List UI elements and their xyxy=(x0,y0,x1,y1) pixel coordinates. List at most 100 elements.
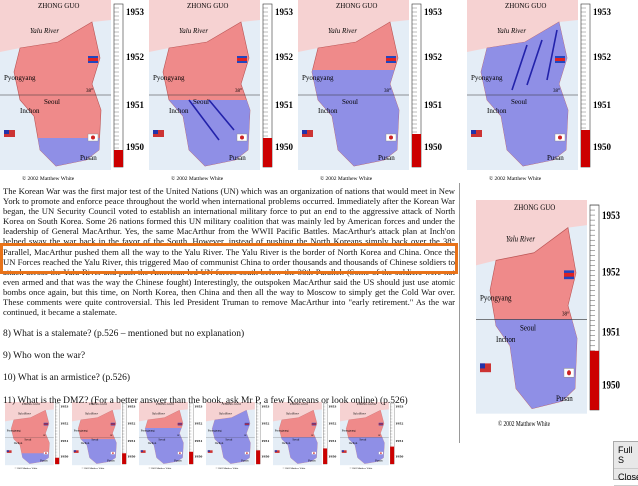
peninsula xyxy=(11,410,50,464)
map-label: 38° xyxy=(86,89,93,94)
map-label: Inchon xyxy=(14,441,23,445)
un-zone xyxy=(212,410,251,464)
map-label: Seoul xyxy=(91,438,98,442)
map-label: Inchon xyxy=(215,441,224,445)
map-label: Yalu River xyxy=(497,27,526,35)
map-label: 1952 xyxy=(424,52,443,62)
china xyxy=(139,402,188,422)
map-label: 1953 xyxy=(60,405,68,409)
flag-sk-dot xyxy=(567,370,571,376)
flag-us xyxy=(471,130,482,137)
map-label: Seoul xyxy=(24,438,31,442)
un-zone xyxy=(481,22,568,166)
map-label: 1950 xyxy=(395,455,403,459)
map-label: Pyongyang xyxy=(342,429,356,433)
china xyxy=(149,0,260,52)
china xyxy=(476,200,587,266)
flag-us-canton xyxy=(302,130,307,134)
timeline-fill xyxy=(412,134,421,167)
timeline xyxy=(122,403,127,465)
flag-us xyxy=(6,450,12,453)
map-label: ZHONG GUO xyxy=(514,202,556,212)
flag-sk-dot xyxy=(112,452,114,454)
un-zone xyxy=(494,319,577,409)
map-label: 1951 xyxy=(127,439,135,443)
flag-nk-band xyxy=(555,58,565,61)
map-label: Seoul xyxy=(292,438,299,442)
timeline xyxy=(256,403,261,465)
map-label: Inchon xyxy=(487,107,507,115)
flag-sk-dot xyxy=(91,135,95,140)
map-label: Inchon xyxy=(148,441,157,445)
map-label: © 2002 Matthew White xyxy=(149,467,172,470)
map-label: © 2002 Matthew White xyxy=(22,175,75,182)
map-label: © 2002 Matthew White xyxy=(15,467,38,470)
un-zone xyxy=(21,453,49,464)
map-label: © 2002 Matthew White xyxy=(489,175,542,182)
map-label: 1950 xyxy=(275,142,294,152)
map-label: 1953 xyxy=(395,405,403,409)
flag-us-canton xyxy=(471,130,476,134)
map-label: © 2002 Matthew White xyxy=(498,421,550,429)
context-menu: Full S Close xyxy=(613,441,638,486)
map-label: Inchon xyxy=(20,107,40,115)
map-label: 1952 xyxy=(261,422,269,426)
flag-us-canton xyxy=(6,450,9,452)
arrow xyxy=(208,99,235,131)
map-label: Seoul xyxy=(342,98,358,106)
map-label: 1953 xyxy=(328,405,336,409)
china xyxy=(0,0,111,52)
flag-us xyxy=(341,450,347,453)
menu-item[interactable]: Full S xyxy=(614,442,638,469)
map-label: Pusan xyxy=(174,459,182,463)
map-label: Pyongyang xyxy=(302,74,334,82)
flag-nk-band xyxy=(177,423,183,425)
map-label: Pusan xyxy=(378,154,395,162)
map-label: 1952 xyxy=(194,422,202,426)
map-label: Seoul xyxy=(520,323,537,333)
map-label: 38° xyxy=(378,434,381,437)
map-label: ZHONG GUO xyxy=(156,402,174,406)
flag-us-canton xyxy=(207,450,210,452)
map-label: 1952 xyxy=(60,422,68,426)
map-label: Pusan xyxy=(107,459,115,463)
arrow xyxy=(511,44,528,91)
map-label: 1950 xyxy=(261,455,269,459)
map-label: 1953 xyxy=(602,210,620,222)
map-label: Inchon xyxy=(169,107,189,115)
map-label: 1950 xyxy=(194,455,202,459)
map-label: Pyongyang xyxy=(4,74,36,82)
map-label: 38° xyxy=(311,434,314,437)
flag-sk-dot xyxy=(246,452,248,454)
timeline xyxy=(323,403,328,465)
map-label: ZHONG GUO xyxy=(187,2,228,10)
map-label: 38° xyxy=(244,434,247,437)
map-label: 38° xyxy=(562,310,569,318)
map-label: ZHONG GUO xyxy=(38,2,79,10)
china xyxy=(273,402,322,422)
map-label: 1950 xyxy=(60,455,68,459)
map-label: 1951 xyxy=(261,439,269,443)
map-label: 1953 xyxy=(593,7,612,17)
map-label: Yalu River xyxy=(286,412,300,416)
flag-sk-dot xyxy=(179,452,181,454)
map-label: 1952 xyxy=(126,52,145,62)
map-label: 1951 xyxy=(126,100,145,110)
map-label: Yalu River xyxy=(353,412,367,416)
map-label: Seoul xyxy=(225,438,232,442)
china xyxy=(206,402,255,422)
flag-us xyxy=(73,450,79,453)
timeline-fill xyxy=(122,453,127,465)
map-label: Pyongyang xyxy=(471,74,503,82)
map-label: 1951 xyxy=(395,439,403,443)
map-label: ZHONG GUO xyxy=(89,402,107,406)
un-zone xyxy=(80,439,117,464)
map-label: Inchon xyxy=(318,107,338,115)
map-label: Seoul xyxy=(193,98,209,106)
flag-sk-dot xyxy=(240,135,244,140)
flag-us-canton xyxy=(274,450,277,452)
